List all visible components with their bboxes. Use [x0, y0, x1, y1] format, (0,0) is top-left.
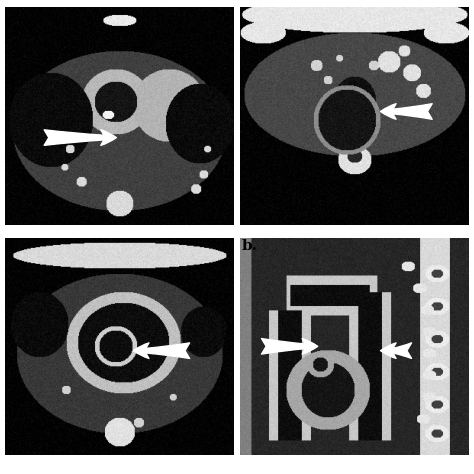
Text: a.: a.: [5, 239, 20, 254]
Text: b.: b.: [242, 239, 258, 254]
